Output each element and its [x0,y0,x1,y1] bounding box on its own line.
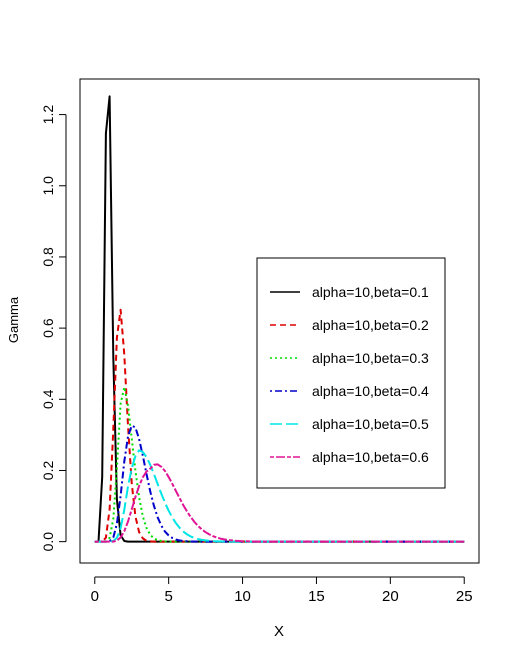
x-tick-label: 20 [382,588,399,605]
legend-label-3: alpha=10,beta=0.3 [312,350,429,366]
x-tick-label: 10 [234,588,251,605]
y-tick-label: 0.8 [40,247,56,267]
y-tick-label: 0.2 [40,461,56,481]
x-axis-label: X [274,623,284,640]
legend: alpha=10,beta=0.1 alpha=10,beta=0.2 alpha=… [257,258,445,488]
legend-label-2: alpha=10,beta=0.2 [312,317,429,333]
y-tick-label: 0.6 [40,318,56,338]
y-tick-label: 0.4 [40,389,56,409]
legend-label-1: alpha=10,beta=0.1 [312,284,429,300]
y-tick-label: 0.0 [40,532,56,552]
y-tick-label: 1.2 [40,105,56,125]
legend-label-4: alpha=10,beta=0.4 [312,383,429,399]
y-tick-label: 1.0 [40,176,56,196]
x-tick-label: 15 [308,588,325,605]
legend-label-6: alpha=10,beta=0.6 [312,449,429,465]
x-tick-label: 25 [456,588,473,605]
x-tick-label: 5 [164,588,172,605]
y-axis-label: Gamma [6,296,21,343]
x-tick-label: 0 [91,588,99,605]
legend-label-5: alpha=10,beta=0.5 [312,416,429,432]
